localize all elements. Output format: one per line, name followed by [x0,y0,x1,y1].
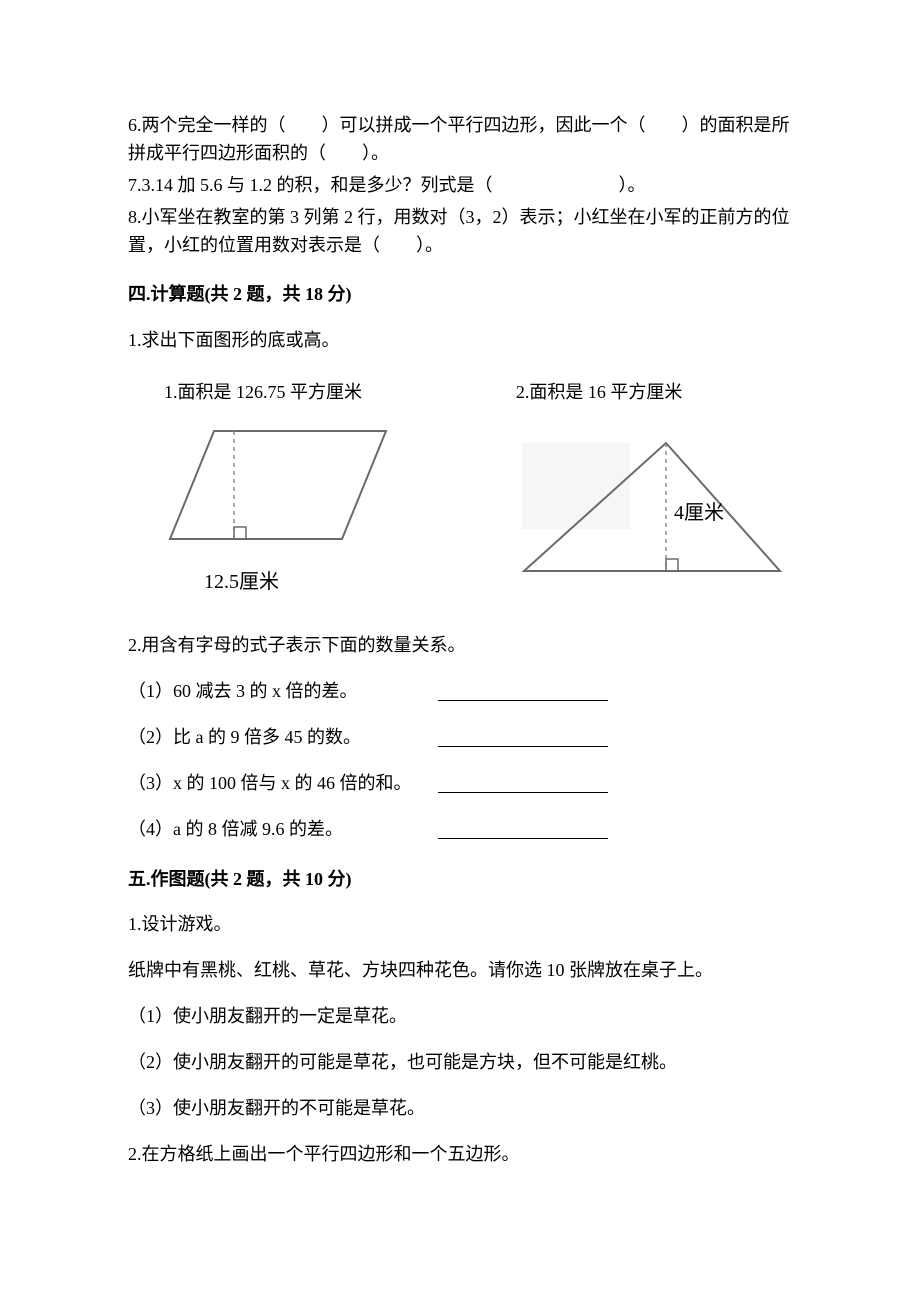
figure-1: 1.面积是 126.75 平方厘米 12.5厘米 [164,379,460,598]
figure-2-caption: 2.面积是 16 平方厘米 [516,379,792,407]
expression-2: （2）比 a 的 9 倍多 45 的数。 [128,724,792,752]
section-5-item-3: （3）使小朋友翻开的不可能是草花。 [128,1095,792,1123]
question-6: 6.两个完全一样的（ ）可以拼成一个平行四边形，因此一个（ ）的面积是所拼成平行… [128,112,792,168]
expression-3-label: （3）x 的 100 倍与 x 的 46 倍的和。 [128,770,438,798]
figure-1-caption: 1.面积是 126.75 平方厘米 [164,379,460,407]
expression-2-label: （2）比 a 的 9 倍多 45 的数。 [128,724,438,752]
question-7: 7.3.14 加 5.6 与 1.2 的积，和是多少？列式是（ ）。 [128,172,792,200]
expression-3: （3）x 的 100 倍与 x 的 46 倍的和。 [128,770,792,798]
section-5-q1: 1.设计游戏。 [128,911,792,939]
question-8: 8.小军坐在教室的第 3 列第 2 行，用数对（3，2）表示；小红坐在小军的正前… [128,204,792,260]
expression-2-blank [438,728,608,747]
expression-1-label: （1）60 减去 3 的 x 倍的差。 [128,678,438,706]
section-5-item-1: （1）使小朋友翻开的一定是草花。 [128,1003,792,1031]
figure-1-base-label: 12.5厘米 [204,567,460,598]
section-5-header: 五.作图题(共 2 题，共 10 分) [128,866,792,894]
expression-1-blank [438,682,608,701]
figure-2: 2.面积是 16 平方厘米 4厘米 [516,379,792,598]
triangle-icon: 4厘米 [516,421,786,581]
parallelogram-icon [164,421,394,561]
section-4-header: 四.计算题(共 2 题，共 18 分) [128,281,792,309]
section-5-desc: 纸牌中有黑桃、红桃、草花、方块四种花色。请你选 10 张牌放在桌子上。 [128,957,792,985]
page: 6.两个完全一样的（ ）可以拼成一个平行四边形，因此一个（ ）的面积是所拼成平行… [0,0,920,1302]
expression-3-blank [438,774,608,793]
section-4-q2: 2.用含有字母的式子表示下面的数量关系。 [128,632,792,660]
figure-2-height-label: 4厘米 [674,501,724,524]
expression-1: （1）60 减去 3 的 x 倍的差。 [128,678,792,706]
section-5-item-2: （2）使小朋友翻开的可能是草花，也可能是方块，但不可能是红桃。 [128,1049,792,1077]
expression-4: （4）a 的 8 倍减 9.6 的差。 [128,816,792,844]
section-5-q2: 2.在方格纸上画出一个平行四边形和一个五边形。 [128,1141,792,1169]
section-4-q1: 1.求出下面图形的底或高。 [128,327,792,355]
expression-4-blank [438,820,608,839]
figures-row: 1.面积是 126.75 平方厘米 12.5厘米 2.面积是 16 平方厘米 [128,379,792,598]
expression-4-label: （4）a 的 8 倍减 9.6 的差。 [128,816,438,844]
